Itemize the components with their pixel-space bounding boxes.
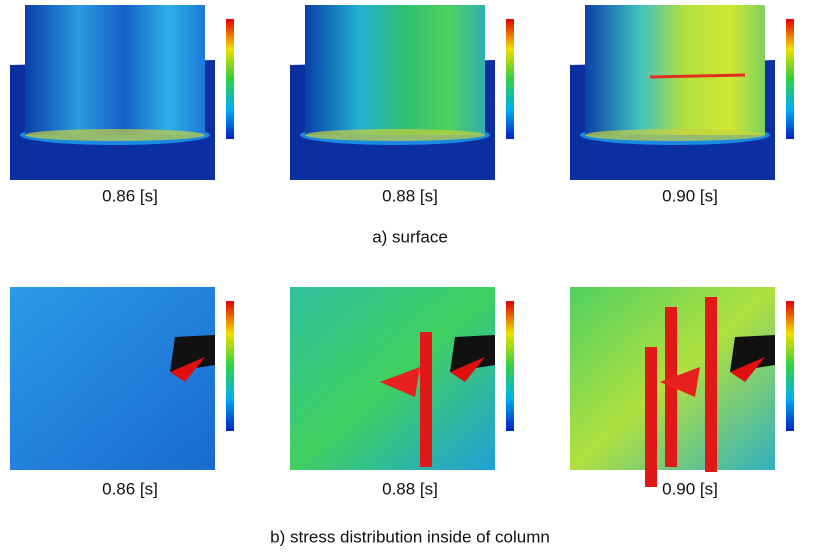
stress-band <box>420 332 432 467</box>
stress-spot <box>380 367 420 397</box>
column <box>305 5 485 135</box>
crack <box>649 73 746 79</box>
void <box>450 335 495 372</box>
stress-band <box>665 307 677 467</box>
stress-spot <box>450 357 485 382</box>
void <box>170 335 215 372</box>
column-foot <box>25 129 205 141</box>
column <box>585 5 765 135</box>
colorbar <box>786 301 794 431</box>
column <box>25 5 205 135</box>
caption: 0.88 [s] <box>382 479 438 498</box>
void <box>730 335 775 372</box>
colorbar <box>226 19 234 139</box>
colorbar <box>226 301 234 431</box>
column-foot <box>305 129 485 141</box>
stress-spot <box>170 357 205 382</box>
stress-spot <box>660 367 700 397</box>
colorbar <box>506 301 514 431</box>
stress-spot <box>730 357 765 382</box>
caption: 0.86 [s] <box>102 186 158 205</box>
caption: 0.90 [s] <box>662 186 718 205</box>
row-label: b) stress distribution inside of column <box>270 527 550 546</box>
colorbar <box>786 19 794 139</box>
column-foot <box>585 129 765 141</box>
caption: 0.86 [s] <box>102 479 158 498</box>
row-label: a) surface <box>372 227 448 246</box>
stress-band <box>705 297 717 472</box>
caption: 0.90 [s] <box>662 479 718 498</box>
caption: 0.88 [s] <box>382 186 438 205</box>
colorbar <box>506 19 514 139</box>
stress-band <box>645 347 657 487</box>
